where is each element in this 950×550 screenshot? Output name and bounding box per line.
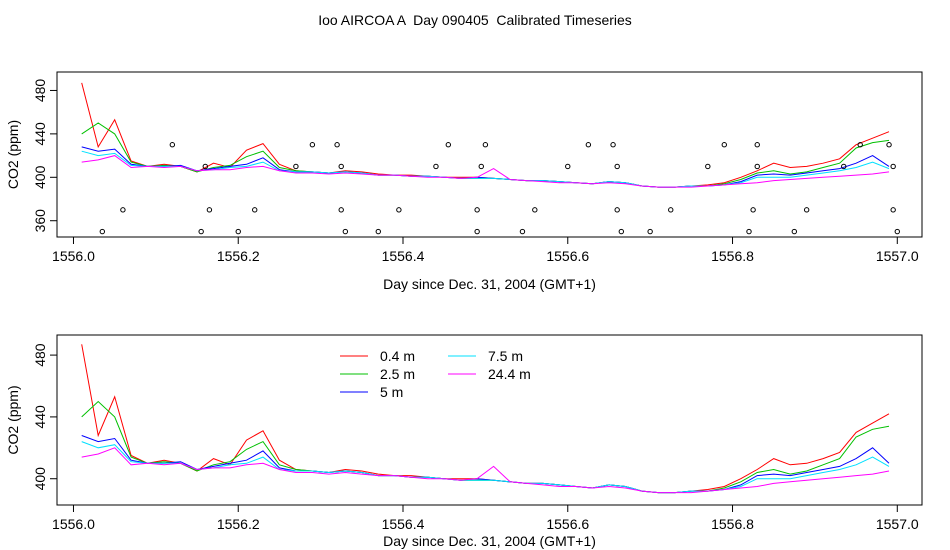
x-tick-label: 1556.8: [711, 516, 754, 532]
calibration-point: [474, 228, 480, 235]
series-line-24-4-m: [81, 447, 890, 494]
x-axis-title: Day since Dec. 31, 2004 (GMT+1): [383, 533, 596, 549]
calibration-point: [890, 207, 896, 213]
calibration-point: [474, 207, 480, 213]
calibration-point: [334, 142, 340, 148]
x-tick-label: 1557.0: [876, 516, 919, 532]
calibration-point: [519, 228, 526, 235]
calibration-point: [338, 163, 344, 170]
calibration-point: [206, 207, 213, 213]
y-axis-title: CO2 (ppm): [5, 385, 21, 454]
calibration-point: [396, 207, 402, 213]
calibration-point: [857, 142, 863, 148]
calibration-point: [565, 163, 571, 170]
series-line-24-4-m: [81, 155, 890, 188]
y-tick-label: 480: [32, 343, 48, 367]
calibration-point: [754, 163, 760, 170]
calibration-point: [894, 228, 900, 235]
calibration-point: [252, 207, 258, 213]
plot-area-frame: [56, 334, 923, 506]
calibration-point: [120, 207, 126, 213]
x-tick-label: 1556.2: [217, 248, 260, 264]
x-tick-label: 1556.0: [52, 248, 95, 264]
legend-label-5-m: 5 m: [380, 384, 403, 400]
calibration-point: [886, 142, 892, 148]
y-tick-label: 440: [32, 405, 48, 429]
bottom-panel: 1556.0 1556.2 1556.4 1556.6 1556.8 1557.0 400 4…: [5, 334, 923, 549]
page-title: Ioo AIRCOA A Day 090405 Calibrated Times…: [318, 12, 632, 28]
calibration-point: [445, 142, 452, 148]
x-tick-label: 1556.2: [217, 516, 260, 532]
calibration-point: [309, 142, 316, 148]
legend-label-0-4-m: 0.4 m: [380, 348, 415, 364]
legend-label-24-4-m: 24.4 m: [488, 366, 531, 382]
x-tick-label: 1556.0: [52, 516, 95, 532]
y-tick-label: 480: [32, 79, 48, 103]
series-line-5-m: [81, 146, 890, 188]
calibration-point: [803, 207, 810, 213]
x-tick-label: 1556.6: [546, 248, 589, 264]
calibration-point: [338, 207, 344, 213]
calibration-point: [585, 142, 592, 148]
calibration-point: [705, 163, 711, 170]
calibration-point: [890, 163, 896, 170]
calibration-point: [342, 228, 349, 235]
calibration-point: [235, 228, 241, 235]
calibration-point: [841, 163, 847, 170]
y-tick-label: 360: [32, 209, 48, 233]
calibration-point: [202, 163, 208, 170]
calibration-point: [618, 228, 625, 235]
x-tick-label: 1557.0: [876, 248, 919, 264]
calibration-point: [614, 207, 620, 213]
calibration-point: [754, 142, 760, 148]
calibration-point: [99, 228, 106, 235]
calibration-point: [791, 228, 798, 235]
y-tick-label: 400: [32, 467, 48, 491]
series-line-7-5-m: [81, 441, 890, 494]
calibration-point: [169, 142, 176, 148]
y-tick-label: 440: [32, 122, 48, 146]
x-tick-label: 1556.4: [382, 516, 425, 532]
calibration-point: [375, 228, 381, 235]
x-axis-title: Day since Dec. 31, 2004 (GMT+1): [383, 276, 596, 292]
top-panel: 1556.0 1556.2 1556.4 1556.6 1556.8 1557.0 360 4…: [5, 71, 923, 292]
calibration-point: [746, 228, 752, 235]
calibration-point: [433, 163, 439, 170]
plot-area-frame: [56, 71, 923, 238]
legend-label-2-5-m: 2.5 m: [380, 366, 415, 382]
calibration-point: [721, 142, 727, 148]
calibration-point: [750, 207, 756, 213]
calibration-point: [482, 142, 489, 148]
calibration-point: [614, 163, 620, 170]
y-tick-label: 400: [32, 165, 48, 189]
calibration-point: [478, 163, 484, 170]
calibration-point: [647, 228, 653, 235]
calibration-point: [610, 142, 616, 148]
calibration-point: [293, 163, 299, 170]
calibration-point: [198, 228, 204, 235]
calibration-point: [532, 207, 538, 213]
x-tick-label: 1556.4: [382, 248, 425, 264]
x-tick-label: 1556.6: [546, 516, 589, 532]
legend-label-7-5-m: 7.5 m: [488, 348, 523, 364]
calibration-point: [668, 207, 674, 213]
series-line-5-m: [81, 435, 890, 494]
y-axis-title: CO2 (ppm): [5, 120, 21, 189]
x-tick-label: 1556.8: [711, 248, 754, 264]
